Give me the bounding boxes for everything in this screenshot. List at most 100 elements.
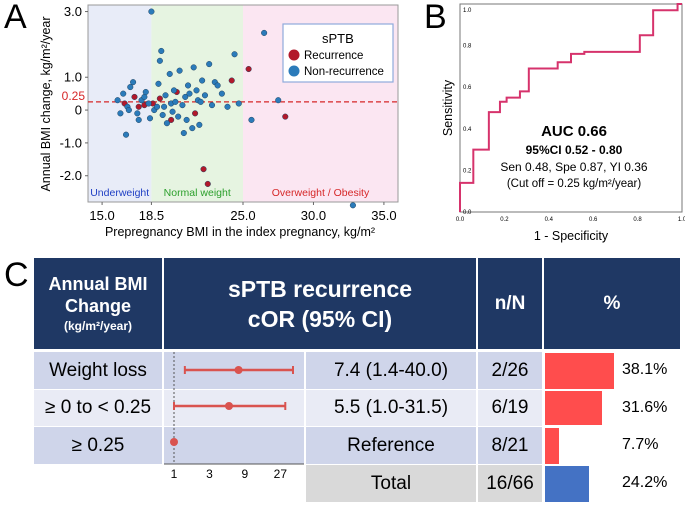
nonrecurrence-point	[261, 29, 268, 36]
recurrence-point	[156, 95, 163, 102]
row1-nn: 2/26	[478, 352, 542, 389]
x-tick-label: 15.0	[89, 208, 114, 223]
row2-nn: 6/19	[478, 390, 542, 426]
nonrecurrence-point	[153, 103, 161, 110]
roc-y-tick-label: 0.4	[463, 127, 472, 133]
forest-x-tick-label: 1	[171, 467, 178, 481]
total-label: Total	[306, 465, 476, 502]
recurrence-point	[245, 65, 252, 73]
total-nn: 16/66	[478, 465, 542, 502]
nonrecurrence-point	[349, 202, 356, 209]
recurrence-point	[135, 103, 142, 110]
zone-label-2: Overweight / Obesity	[272, 187, 370, 199]
nonrecurrence-point	[127, 84, 134, 91]
legend: sPTB Recurrence Non-recurrence	[282, 23, 394, 83]
nonrecurrence-point	[175, 113, 182, 120]
nonrecurrence-point	[169, 108, 176, 115]
row2-cor: 5.5 (1.0-31.5)	[306, 390, 476, 426]
nonrecurrence-point	[208, 102, 216, 109]
roc-curve-chart: 0.0 0.2 0.4 0.6 0.8 1.0 0.0 0.2 0.4 0.6 0.8 1.0 Sen…	[441, 3, 685, 243]
nonrecurrence-point	[197, 98, 204, 105]
roc-x-tick-label: 1.0	[678, 217, 685, 223]
panel-label-c: C	[4, 256, 29, 294]
roc-x-tick-label: 0.8	[633, 217, 642, 223]
row3-forest-bg	[164, 427, 304, 464]
sen-spe-label: Sen 0.48, Spe 0.87, YI 0.36	[500, 160, 648, 174]
nonrecurrence-point	[183, 116, 190, 123]
cutoff-label: (Cut off = 0.25 kg/m²/year)	[507, 178, 641, 190]
forest-x-tick-label: 3	[206, 467, 213, 481]
row2-label: ≥ 0 to < 0.25	[34, 390, 162, 426]
row2-forest-bg	[164, 390, 304, 426]
total-percent-bar	[545, 466, 589, 502]
recurrence-point	[228, 77, 235, 84]
roc-y-tick-label: 1.0	[463, 8, 472, 14]
nonrecurrence-point	[162, 92, 169, 99]
x-tick-label: 30.0	[301, 208, 326, 223]
zone-label-1: Normal weight	[164, 187, 231, 199]
x-tick-label: 18.5	[139, 208, 164, 223]
forest-x-tick-label: 27	[274, 467, 288, 481]
nonrecurrence-point	[148, 8, 155, 15]
roc-x-tick-label: 0.6	[589, 217, 598, 223]
header-bmi-unit: (kg/m²/year)	[63, 318, 133, 333]
nonrecurrence-point	[184, 82, 192, 89]
header-bmi-line2: Change	[64, 295, 131, 316]
zone-0	[88, 5, 152, 202]
header-bmi-line1: Annual BMI	[48, 273, 148, 294]
roc-x-tick-label: 0.2	[500, 217, 509, 223]
nonrecurrence-point	[199, 77, 206, 84]
nonrecurrence-point	[190, 64, 197, 71]
nonrecurrence-point	[176, 67, 183, 74]
nonrecurrence-point	[163, 120, 170, 127]
forest-plot: 1 3 9 27	[164, 352, 304, 481]
nonrecurrence-point	[134, 110, 141, 117]
row1-cor: 7.4 (1.4-40.0)	[306, 352, 476, 389]
nonrecurrence-point	[206, 61, 213, 68]
nonrecurrence-point	[201, 92, 209, 99]
auc-label: AUC 0.66	[541, 123, 607, 140]
nonrecurrence-point	[117, 110, 124, 117]
nonrecurrence-point	[135, 116, 142, 123]
nonrecurrence-point	[145, 100, 152, 107]
nonrecurrence-point	[189, 125, 196, 132]
legend-title: sPTB	[322, 31, 354, 46]
panel-label-b: B	[424, 0, 447, 36]
header-sptb-line2: cOR (95% CI)	[247, 305, 393, 332]
nonrecurrence-point	[172, 98, 179, 105]
legend-recurrence-marker	[288, 49, 300, 61]
nonrecurrence-point	[180, 130, 187, 137]
legend-nonrecurrence-label: Non-recurrence	[304, 66, 384, 78]
nonrecurrence-point	[125, 107, 132, 114]
roc-x-label: 1 - Specificity	[534, 229, 609, 243]
nonrecurrence-point	[156, 57, 163, 64]
roc-x-tick-label: 0.0	[456, 217, 465, 223]
header-bmi-change: Annual BMI Change (kg/m²/year)	[34, 258, 162, 349]
nonrecurrence-point	[193, 87, 200, 94]
zone-label-0: Underweight	[90, 187, 149, 199]
bmi-change-scatter-chart: 3.01.00-1.0-2.02.0 15.018.525.030.035.0 …	[39, 4, 399, 239]
legend-nonrecurrence-marker	[288, 65, 300, 77]
recurrence-point	[282, 113, 289, 120]
nonrecurrence-point	[170, 87, 178, 94]
row3-label: ≥ 0.25	[34, 427, 162, 464]
nonrecurrence-point	[120, 90, 127, 97]
nonrecurrence-point	[130, 79, 137, 86]
y-tick-label: 1.0	[64, 70, 82, 85]
header-sptb-recurrence: sPTB recurrence cOR (95% CI)	[164, 258, 476, 349]
reference-line-label: 0.25	[62, 89, 86, 103]
zone-1	[151, 5, 243, 202]
nonrecurrence-point	[161, 103, 168, 110]
nonrecurrence-point	[179, 102, 186, 109]
forest-x-tick-label: 9	[242, 467, 249, 481]
header-percent: %	[544, 258, 680, 349]
nonrecurrence-point	[186, 90, 193, 97]
forest-point	[170, 438, 178, 446]
nonrecurrence-point	[166, 70, 173, 77]
x-axis-label: Prepregnancy BMI in the index pregnancy,…	[105, 225, 375, 239]
row2-percent-bar	[545, 391, 603, 425]
total-percent: 24.2%	[622, 474, 668, 491]
roc-y-tick-label: 0.0	[463, 210, 472, 216]
nonrecurrence-point	[275, 97, 282, 104]
forest-point	[234, 366, 243, 374]
